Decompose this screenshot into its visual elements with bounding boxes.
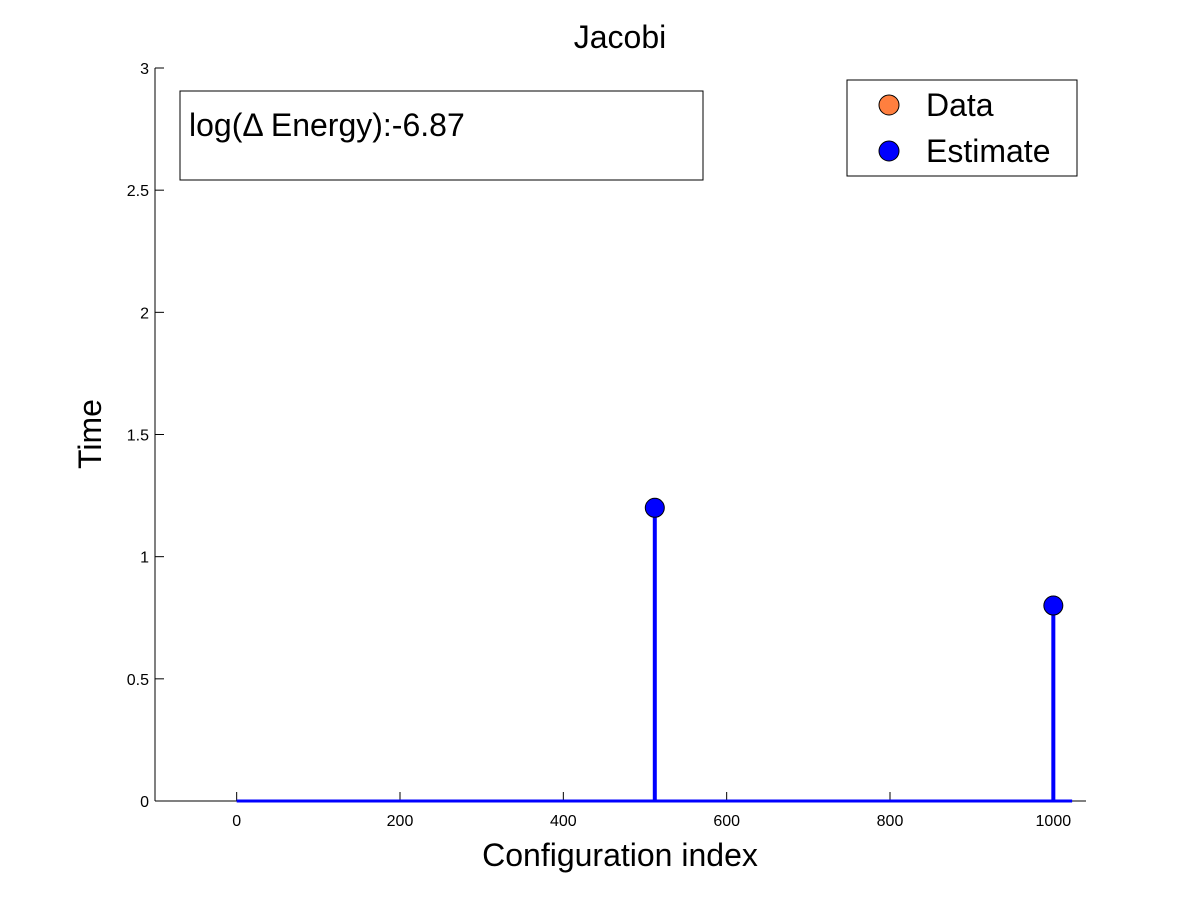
annotation-text: log(Δ Energy):-6.87: [189, 107, 465, 143]
annotation-frame: [179, 90, 704, 181]
legend: Data Estimate: [846, 79, 1078, 177]
stem-marker: [1043, 595, 1064, 616]
legend-label-estimate: Estimate: [926, 133, 1050, 169]
chart-title: Jacobi: [574, 19, 667, 55]
x-tick-label: 200: [387, 813, 414, 830]
legend-label-data: Data: [926, 87, 994, 123]
legend-marker-estimate: [878, 140, 900, 162]
y-ticks: 0 0.5 1 1.5 2 2.5 3: [127, 61, 164, 811]
legend-marker-data: [878, 94, 900, 116]
plot-area: [236, 497, 1073, 803]
y-tick-label: 1.5: [127, 428, 149, 445]
x-ticks: 0 200 400 600 800 1000: [232, 792, 1071, 830]
stem-marker: [644, 497, 665, 518]
x-tick-label: 0: [232, 813, 241, 830]
x-tick-label: 800: [877, 813, 904, 830]
x-tick-label: 1000: [1036, 813, 1072, 830]
x-axis-title: Configuration index: [482, 837, 758, 873]
y-tick-label: 0.5: [127, 672, 149, 689]
y-tick-label: 2.5: [127, 183, 149, 200]
y-tick-label: 3: [140, 61, 149, 78]
y-tick-label: 0: [140, 794, 149, 811]
y-axis-title: Time: [72, 399, 108, 469]
annotation-box: log(Δ Energy):-6.87: [179, 90, 704, 181]
y-tick-label: 2: [140, 305, 149, 322]
x-tick-label: 600: [713, 813, 740, 830]
y-tick-label: 1: [140, 550, 149, 567]
x-tick-label: 400: [550, 813, 577, 830]
